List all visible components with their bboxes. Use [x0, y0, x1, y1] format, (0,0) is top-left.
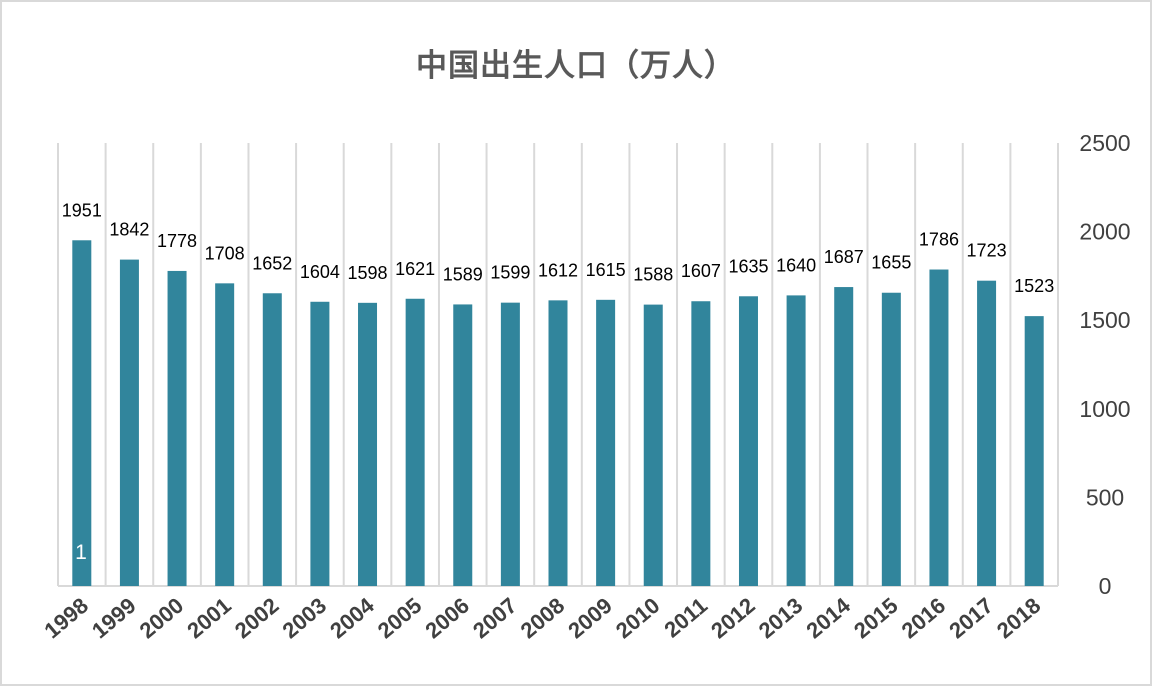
bar: [977, 280, 997, 586]
y-tick-label: 0: [1099, 573, 1112, 599]
bar: [643, 304, 663, 586]
x-tick-label: 2012: [706, 593, 760, 644]
data-label: 1640: [776, 255, 816, 275]
bar: [453, 304, 473, 586]
x-tick-label: 2013: [754, 593, 808, 644]
data-label: 1607: [681, 261, 721, 281]
data-label: 1786: [919, 230, 959, 250]
y-tick-labels: 0 500 1000 1500 2000 2500: [1079, 130, 1130, 599]
x-tick-label: 1998: [39, 593, 93, 644]
data-label: 1778: [157, 231, 197, 251]
x-tick-label: 2005: [373, 593, 427, 644]
bar: [167, 270, 187, 586]
data-label: 1842: [109, 220, 149, 240]
x-tick-label: 2000: [135, 593, 189, 644]
chart-title: 中国出生人口（万人）: [416, 48, 736, 84]
data-label: 1598: [348, 263, 388, 283]
data-label: 1687: [824, 247, 864, 267]
x-tick-label: 2011: [659, 593, 712, 643]
data-label: 1723: [967, 241, 1007, 261]
data-label: 1588: [633, 265, 673, 285]
x-tick-label: 2003: [278, 593, 332, 644]
bar-annotation: 1: [75, 541, 87, 564]
data-label: 1655: [871, 253, 911, 273]
data-label: 1589: [443, 264, 483, 284]
x-tick-label: 2006: [420, 593, 474, 644]
bar: [738, 296, 758, 586]
y-tick-label: 2500: [1079, 130, 1130, 156]
bar: [834, 287, 854, 586]
bar: [405, 298, 425, 586]
data-label: 1604: [300, 262, 340, 282]
bar: [548, 300, 568, 586]
x-tick-label: 2009: [563, 593, 617, 644]
bars: [72, 240, 1044, 586]
x-tick-label: 2016: [897, 593, 951, 644]
x-tick-label: 2007: [468, 593, 522, 644]
y-tick-label: 2000: [1079, 219, 1130, 245]
data-label: 1523: [1014, 276, 1054, 296]
bar: [1024, 316, 1044, 586]
x-tick-label: 1999: [87, 593, 141, 644]
bar: [358, 302, 378, 586]
data-labels: 1951 1842 1778 1708 1652 1604 1598 1621 1589 1599…: [62, 200, 1054, 296]
x-tick-label: 2014: [801, 592, 855, 643]
x-tick-label: 2001: [182, 593, 236, 644]
data-label: 1612: [538, 260, 578, 280]
data-label: 1951: [62, 200, 102, 220]
bar: [215, 283, 235, 586]
x-tick-label: 2002: [230, 593, 284, 644]
bar: [596, 299, 616, 586]
data-label: 1708: [205, 243, 245, 263]
bar: [119, 259, 139, 586]
bar: [929, 269, 949, 586]
bar: [786, 295, 806, 586]
y-tick-label: 500: [1086, 484, 1124, 510]
x-tick-label: 2017: [944, 593, 998, 644]
bar: [262, 293, 282, 586]
data-label: 1621: [395, 259, 435, 279]
x-tick-label: 2010: [611, 593, 665, 644]
x-tick-label: 2008: [516, 593, 570, 644]
x-tick-labels: 1998199920002001200220032004200520062007…: [39, 592, 1045, 643]
bar: [72, 240, 92, 586]
data-label: 1652: [252, 253, 292, 273]
data-label: 1599: [490, 263, 530, 283]
data-label: 1615: [586, 260, 626, 280]
data-label: 1635: [728, 256, 768, 276]
x-tick-label: 2018: [992, 593, 1046, 644]
bar: [500, 302, 520, 586]
bar: [310, 301, 330, 586]
x-tick-label: 2004: [325, 592, 379, 643]
bar: [881, 292, 901, 586]
x-tick-label: 2015: [849, 593, 903, 644]
y-tick-label: 1500: [1079, 307, 1130, 333]
bar: [691, 301, 711, 586]
y-tick-label: 1000: [1079, 396, 1130, 422]
